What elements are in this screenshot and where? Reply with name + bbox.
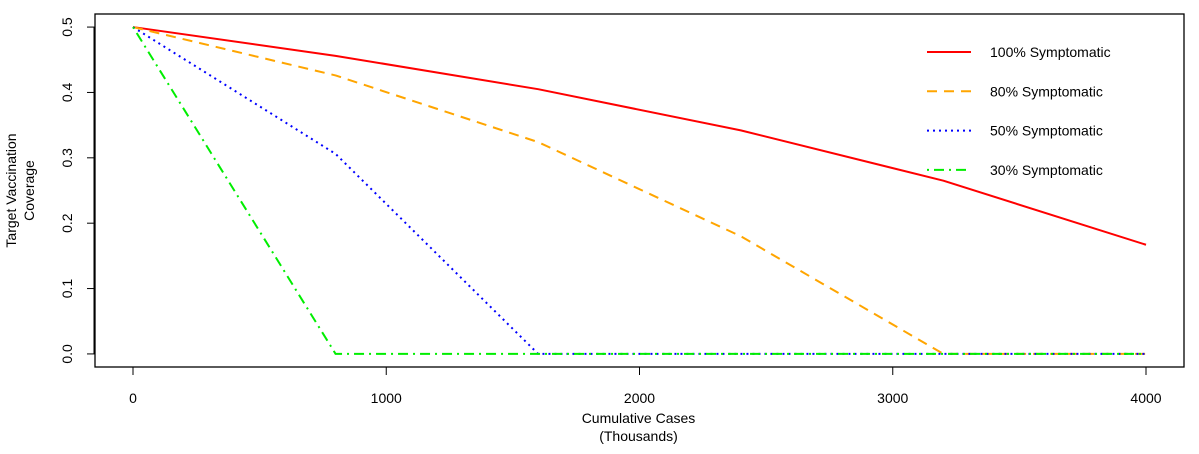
y-tick-label: 0.3 — [59, 148, 75, 168]
x-axis-title: (Thousands) — [599, 428, 678, 444]
legend: 100% Symptomatic 80% Symptomatic 50% Sympt… — [927, 44, 1111, 178]
legend-label-1: 100% Symptomatic — [990, 44, 1111, 60]
x-tick-label: 0 — [129, 390, 137, 406]
legend-label-3: 50% Symptomatic — [990, 123, 1103, 139]
x-tick-label: 4000 — [1130, 390, 1161, 406]
x-axis: 0 1000 2000 3000 4000 — [129, 366, 1162, 406]
series-line-3 — [132, 26, 1147, 355]
legend-label-2: 80% Symptomatic — [990, 83, 1103, 99]
plot-frame — [94, 13, 1185, 368]
y-axis: 0.0 0.1 0.2 0.3 0.4 0.5 — [59, 17, 95, 364]
y-tick-label: 0.2 — [59, 213, 75, 233]
y-tick-label: 0.0 — [59, 344, 75, 364]
y-axis-title: Target Vaccination — [3, 133, 19, 247]
y-axis-title: Coverage — [21, 160, 37, 221]
series-layer — [132, 26, 1147, 355]
x-tick-label: 2000 — [624, 390, 655, 406]
x-tick-label: 1000 — [371, 390, 402, 406]
x-tick-label: 3000 — [877, 390, 908, 406]
series-line-1 — [132, 26, 1147, 246]
y-tick-label: 0.4 — [59, 83, 75, 103]
series-line-4 — [132, 26, 1147, 355]
y-tick-label: 0.5 — [59, 17, 75, 37]
x-axis-title: Cumulative Cases — [582, 410, 696, 426]
y-tick-label: 0.1 — [59, 279, 75, 299]
legend-label-4: 30% Symptomatic — [990, 162, 1103, 178]
series-line-2 — [132, 26, 1147, 355]
axis-titles: Cumulative Cases (Thousands) Target Vaccin… — [3, 133, 695, 444]
